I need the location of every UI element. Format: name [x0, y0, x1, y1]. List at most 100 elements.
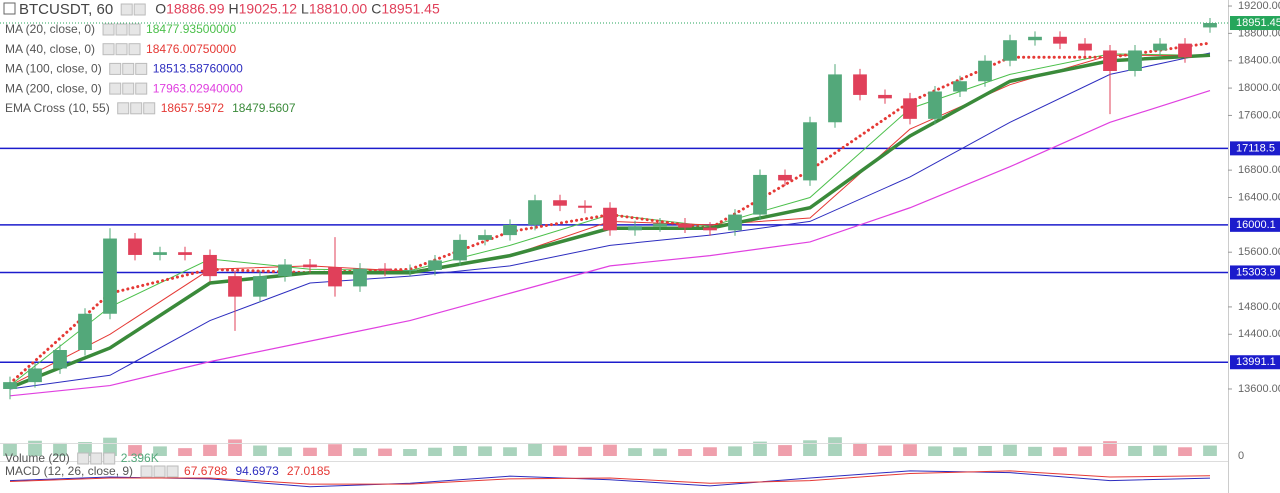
legend-icon[interactable] — [117, 102, 130, 115]
candle-body — [178, 252, 192, 255]
volume-bar — [453, 445, 467, 456]
ohlc-key: H — [229, 1, 239, 17]
volume-bar — [528, 443, 542, 456]
indicator-name: EMA Cross (10, 55) — [5, 101, 110, 115]
legend-icon[interactable] — [120, 3, 133, 16]
volume-bar — [653, 448, 667, 456]
legend-icon[interactable] — [135, 62, 148, 75]
legend-icon[interactable] — [77, 452, 90, 465]
indicator-name: MA (40, close, 0) — [5, 42, 95, 56]
candle-body — [778, 174, 792, 181]
legend-icon[interactable] — [143, 102, 156, 115]
legend-icon[interactable] — [153, 465, 166, 478]
hline-label-bg — [1230, 265, 1280, 280]
indicator-value: 18657.5972 — [161, 101, 225, 115]
legend-icon[interactable] — [128, 43, 141, 56]
candle-body — [403, 269, 417, 271]
legend-icon[interactable] — [103, 452, 116, 465]
y-tick-label: 14800.00 — [1238, 301, 1280, 313]
legend-icon[interactable] — [109, 62, 122, 75]
candle-body — [753, 174, 767, 215]
last-price-bg — [1230, 16, 1280, 31]
indicator-name: MA (200, close, 0) — [5, 81, 102, 95]
volume-bar — [778, 445, 792, 456]
volume-bar — [978, 445, 992, 456]
legend-icon[interactable] — [133, 3, 146, 16]
volume-bar — [478, 446, 492, 456]
y-tick-label: 19200.00 — [1238, 0, 1280, 12]
candle-body — [203, 254, 217, 277]
candle-body — [603, 207, 617, 231]
legend-icon[interactable] — [140, 465, 153, 478]
legend-icon[interactable] — [166, 465, 179, 478]
y-tick-label: 18800.00 — [1238, 27, 1280, 39]
volume-bar — [353, 448, 367, 456]
y-tick-label: 17600.00 — [1238, 109, 1280, 121]
volume-bar — [1178, 447, 1192, 456]
legend-icon[interactable] — [130, 102, 143, 115]
legend-icon[interactable] — [122, 82, 135, 95]
candle-body — [353, 268, 367, 287]
macd-layer — [9, 470, 1211, 488]
collapse-button[interactable] — [3, 2, 16, 15]
candle-body — [428, 260, 442, 270]
candle-body — [53, 349, 67, 369]
legend-icon[interactable] — [115, 43, 128, 56]
volume-bar — [1078, 446, 1092, 456]
ohlc-value: 18810.00 — [309, 1, 368, 17]
candle-body — [1053, 36, 1067, 44]
ohlc-value: 18886.99 — [166, 1, 225, 17]
candle-body — [1153, 43, 1167, 51]
candle-body — [303, 264, 317, 268]
macd-value: 94.6973 — [235, 464, 279, 478]
legend-icon[interactable] — [109, 82, 122, 95]
volume-bar — [753, 441, 767, 456]
legend-icon[interactable] — [115, 23, 128, 36]
indicator-value: 18477.93500000 — [146, 22, 236, 36]
candle-body — [1178, 43, 1192, 58]
candle-body — [528, 200, 542, 225]
volume-bar — [1028, 446, 1042, 456]
hline-label-bg — [1230, 141, 1280, 156]
indicator-line — [9, 90, 1211, 397]
candle-body — [128, 238, 142, 255]
volume-bar — [803, 440, 817, 456]
volume-bar — [403, 449, 417, 456]
candle-body — [903, 98, 917, 119]
legend-icon[interactable] — [90, 452, 103, 465]
legend-icon[interactable] — [102, 43, 115, 56]
y-tick-label: 16800.00 — [1238, 164, 1280, 176]
candle-body — [453, 239, 467, 261]
y-tick-label: 18000.00 — [1238, 82, 1280, 94]
hline-label-bg — [1230, 355, 1280, 370]
volume-bar — [328, 444, 342, 456]
candle-body — [878, 94, 892, 99]
candle-body — [628, 226, 642, 231]
candle-body — [378, 268, 392, 271]
volume-bar — [878, 445, 892, 456]
volume-bar — [603, 444, 617, 456]
ohlc-key: L — [301, 1, 309, 17]
candle-body — [78, 313, 92, 350]
candle-body — [678, 223, 692, 228]
macd-value: 67.6788 — [184, 464, 228, 478]
macd-line — [9, 470, 1211, 485]
legend-icon[interactable] — [135, 82, 148, 95]
legend-icon[interactable] — [102, 23, 115, 36]
volume-tick-label: 0 — [1238, 450, 1244, 462]
hline-label: 15303.9 — [1236, 266, 1276, 278]
volume-bar — [128, 445, 142, 456]
price-axis: 19200.00 18800.00 18400.00 18000.00 17600.00… — [1228, 0, 1280, 462]
volume-bar — [628, 448, 642, 456]
indicator-value: 18513.58760000 — [153, 62, 243, 76]
volume-bar — [303, 447, 317, 456]
ohlc-value: 18951.45 — [381, 1, 440, 17]
volume-bar — [28, 440, 42, 456]
legend-icon[interactable] — [128, 23, 141, 36]
ohlc-key: C — [371, 1, 381, 17]
candle-body — [1003, 40, 1017, 61]
candle-body — [578, 205, 592, 208]
candle-body — [1028, 36, 1042, 41]
legend-icon[interactable] — [122, 62, 135, 75]
